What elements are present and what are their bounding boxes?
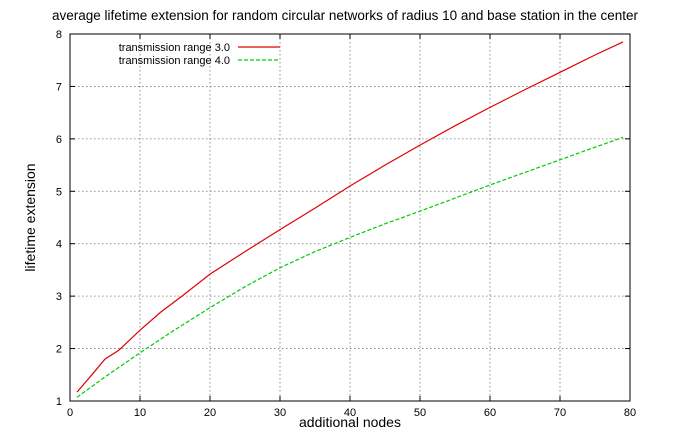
chart-title: average lifetime extension for random ci… — [52, 8, 639, 23]
series-line-2 — [76, 136, 624, 398]
x-tick-label: 70 — [554, 407, 566, 419]
y-tick-label: 3 — [56, 291, 62, 303]
x-tick-label: 30 — [274, 407, 286, 419]
y-tick-label: 6 — [56, 134, 62, 146]
y-axis-label: lifetime extension — [22, 163, 38, 271]
legend-label: transmission range 3.0 — [119, 42, 230, 54]
x-tick-label: 60 — [484, 407, 496, 419]
y-tick-label: 5 — [56, 186, 62, 198]
legend-label: transmission range 4.0 — [119, 55, 230, 67]
series-lines — [76, 41, 624, 398]
plot-frame — [69, 33, 631, 402]
y-tick-label: 8 — [56, 29, 62, 41]
series-line-1 — [76, 41, 624, 393]
y-tick-label: 4 — [56, 239, 62, 251]
x-tick-label: 40 — [344, 407, 356, 419]
y-tick-label: 7 — [56, 81, 62, 93]
x-tick-label: 20 — [204, 407, 216, 419]
x-tick-label: 0 — [67, 407, 73, 419]
x-axis-label: additional nodes — [299, 414, 401, 430]
x-tick-label: 10 — [134, 407, 146, 419]
grid — [70, 34, 630, 401]
axis-ticks: 0 10 20 30 40 50 60 70 80 1 2 3 4 5 6 7 8 — [56, 29, 636, 419]
y-tick-label: 1 — [56, 396, 62, 408]
x-tick-label: 50 — [414, 407, 426, 419]
y-tick-label: 2 — [56, 344, 62, 356]
x-tick-label: 80 — [624, 407, 636, 419]
